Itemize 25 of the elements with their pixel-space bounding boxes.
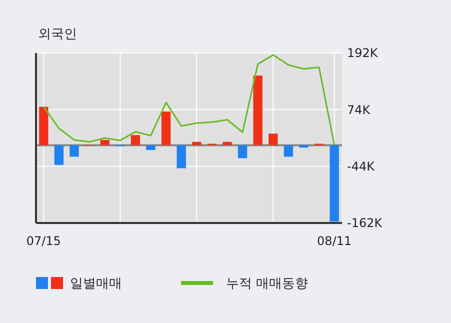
bar [100,140,110,146]
bar [70,145,79,157]
chart-title: 외국인 [38,27,77,42]
bar [268,134,278,146]
bar [130,135,140,146]
bar [330,145,339,222]
bar [222,142,232,146]
bar [146,145,156,150]
bar [54,145,64,165]
y-tick-label: 74K [347,102,372,117]
y-tick-label: -162K [347,216,384,230]
bar [284,145,294,157]
legend-label: 누적 매매동향 [226,276,308,292]
line-series [42,54,336,146]
bar [39,106,48,146]
x-tick-label: 08/11 [317,234,352,248]
bar [238,145,248,158]
y-tick-label: -44K [347,160,376,174]
bar [161,112,171,146]
bar [299,145,308,148]
y-tick-label: 192K [347,46,379,60]
bar [253,76,262,146]
x-tick-label: 07/15 [26,234,61,248]
bar [176,145,186,168]
legend-label: 일별매매 [70,276,122,292]
